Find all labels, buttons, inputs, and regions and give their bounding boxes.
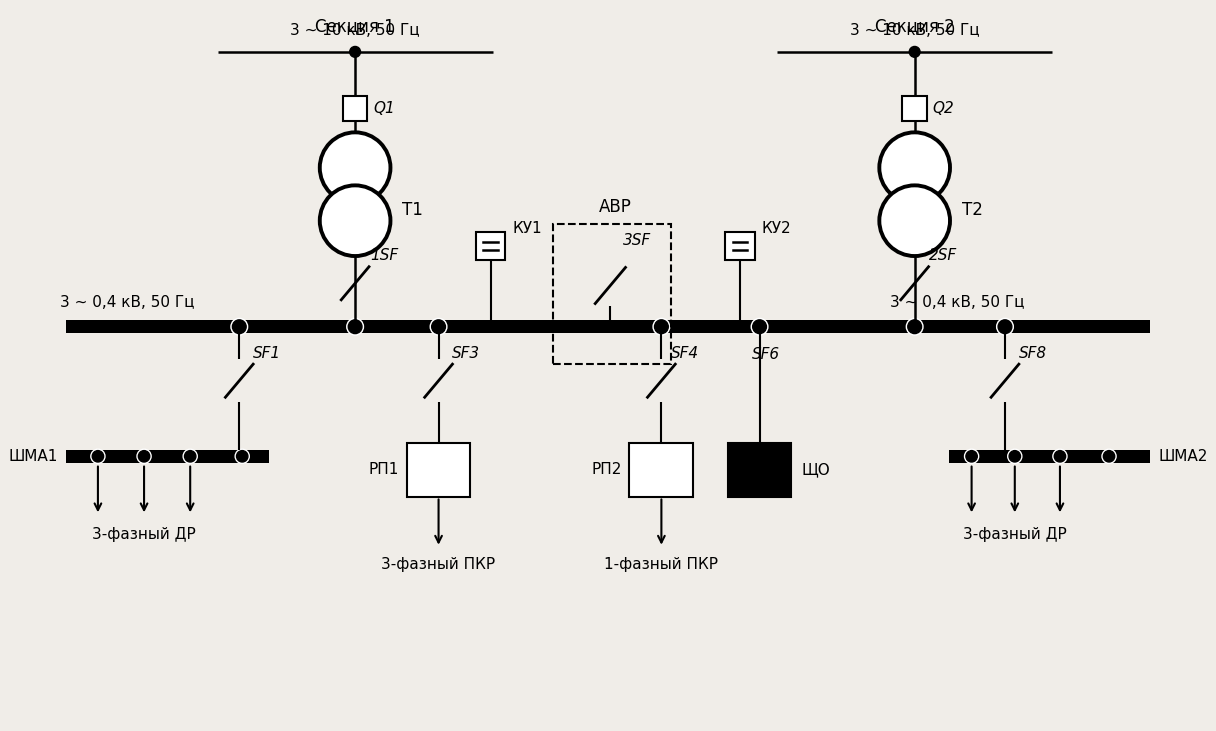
- Text: КУ1: КУ1: [512, 221, 542, 236]
- Circle shape: [966, 450, 978, 462]
- Text: Т2: Т2: [962, 201, 983, 219]
- Text: ШМА1: ШМА1: [9, 449, 57, 463]
- Circle shape: [879, 132, 950, 203]
- Circle shape: [184, 450, 197, 463]
- Circle shape: [235, 450, 249, 463]
- Circle shape: [347, 319, 364, 335]
- Text: 3 ~ 10 кВ, 50 Гц: 3 ~ 10 кВ, 50 Гц: [850, 23, 979, 38]
- Bar: [553, 224, 671, 364]
- Circle shape: [1008, 450, 1021, 463]
- Text: 3SF: 3SF: [623, 233, 652, 249]
- Text: 3-фазный ДР: 3-фазный ДР: [92, 527, 196, 542]
- Circle shape: [1103, 450, 1115, 462]
- Bar: [630, 442, 693, 496]
- Text: Секция 2: Секция 2: [874, 18, 955, 36]
- Text: 2SF: 2SF: [929, 249, 957, 263]
- Circle shape: [185, 450, 196, 462]
- Circle shape: [237, 450, 248, 462]
- Text: 3 ~ 10 кВ, 50 Гц: 3 ~ 10 кВ, 50 Гц: [291, 23, 420, 38]
- Text: ЩО: ЩО: [801, 462, 831, 477]
- Text: Q2: Q2: [933, 101, 955, 115]
- Text: 3 ~ 0,4 кВ, 50 Гц: 3 ~ 0,4 кВ, 50 Гц: [890, 295, 1025, 310]
- Circle shape: [879, 186, 950, 256]
- Circle shape: [1009, 450, 1020, 462]
- Bar: [902, 96, 927, 121]
- Text: АВР: АВР: [598, 198, 631, 216]
- Circle shape: [430, 319, 447, 335]
- Text: 1-фазный ПКР: 1-фазный ПКР: [604, 558, 719, 572]
- Circle shape: [906, 319, 923, 335]
- Circle shape: [137, 450, 151, 463]
- Text: Q1: Q1: [373, 101, 395, 115]
- Bar: [725, 232, 755, 260]
- Text: SF4: SF4: [671, 346, 699, 360]
- Circle shape: [231, 319, 248, 335]
- Bar: [475, 232, 506, 260]
- Circle shape: [348, 320, 362, 333]
- Circle shape: [350, 47, 360, 57]
- Circle shape: [964, 450, 979, 463]
- Text: Т1: Т1: [402, 201, 423, 219]
- Text: РП1: РП1: [368, 462, 399, 477]
- Bar: [727, 442, 792, 496]
- Text: SF6: SF6: [751, 346, 779, 362]
- Circle shape: [910, 47, 921, 57]
- Circle shape: [232, 320, 246, 333]
- Bar: [66, 320, 1150, 333]
- Text: КУ2: КУ2: [761, 221, 792, 236]
- Text: 3 ~ 0,4 кВ, 50 Гц: 3 ~ 0,4 кВ, 50 Гц: [60, 295, 195, 310]
- Circle shape: [320, 186, 390, 256]
- Text: 1SF: 1SF: [370, 249, 398, 263]
- Text: Секция 1: Секция 1: [315, 18, 395, 36]
- Circle shape: [654, 320, 669, 333]
- Circle shape: [1054, 450, 1065, 462]
- Circle shape: [653, 319, 670, 335]
- Circle shape: [908, 320, 922, 333]
- Text: ШМА2: ШМА2: [1158, 449, 1207, 463]
- Circle shape: [1102, 450, 1116, 463]
- Circle shape: [998, 320, 1012, 333]
- Bar: [406, 442, 471, 496]
- Circle shape: [753, 320, 766, 333]
- Circle shape: [139, 450, 150, 462]
- Bar: [66, 450, 269, 463]
- Circle shape: [1053, 450, 1066, 463]
- Text: SF8: SF8: [1019, 346, 1047, 360]
- Text: SF3: SF3: [452, 346, 480, 360]
- Bar: [343, 96, 367, 121]
- Circle shape: [320, 132, 390, 203]
- Circle shape: [92, 450, 103, 462]
- Bar: [948, 450, 1150, 463]
- Circle shape: [997, 319, 1013, 335]
- Circle shape: [751, 319, 769, 335]
- Circle shape: [91, 450, 105, 463]
- Text: РП2: РП2: [591, 462, 621, 477]
- Circle shape: [432, 320, 445, 333]
- Text: 3-фазный ПКР: 3-фазный ПКР: [382, 558, 496, 572]
- Text: SF1: SF1: [253, 346, 281, 360]
- Text: 3-фазный ДР: 3-фазный ДР: [963, 527, 1066, 542]
